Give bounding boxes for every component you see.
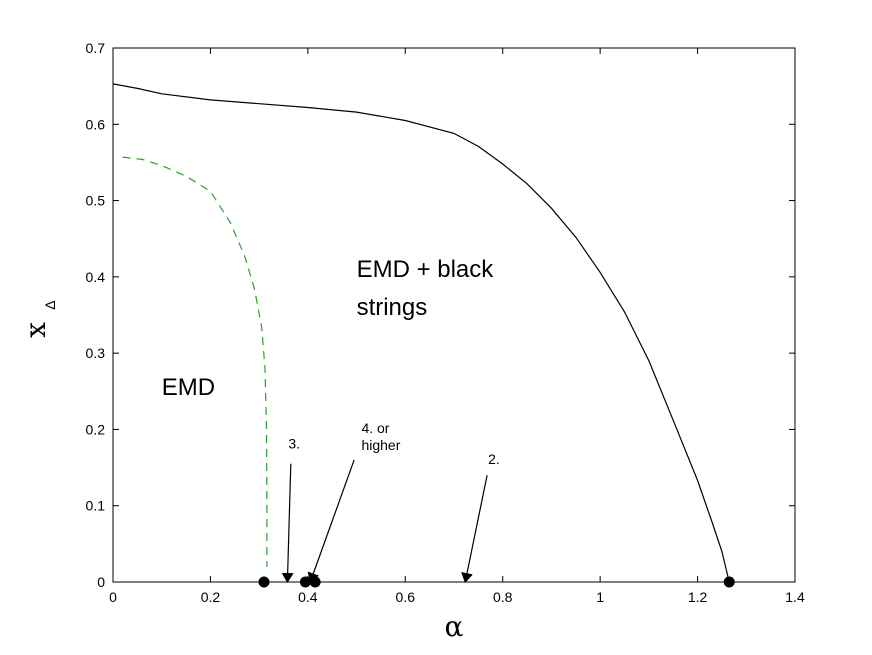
annotation-text: 3. xyxy=(288,436,300,452)
y-tick-label: 0.4 xyxy=(86,269,106,285)
series-group xyxy=(112,83,730,583)
x-axis-label: α xyxy=(445,610,464,643)
y-tick-label: 0.2 xyxy=(86,421,106,437)
data-point xyxy=(309,576,321,588)
x-tick-label: 1 xyxy=(596,589,604,605)
axis-ticks: 0 0.2 0.4 0.6 0.8 1 1.2 1.4 0 0.1 0.2 0.3 0.4 0.5 0.6 0… xyxy=(86,40,805,605)
y-tick-label: 0.5 xyxy=(86,193,106,209)
x-tick-label: 0.4 xyxy=(298,589,318,605)
data-point xyxy=(299,576,311,588)
y-tick-label: 0.6 xyxy=(86,116,106,132)
points-group xyxy=(258,576,735,588)
y-tick-label: 0.1 xyxy=(86,498,106,514)
arrows-group xyxy=(281,459,488,583)
annotation-text: higher xyxy=(361,437,400,453)
annotation-text: 2. xyxy=(488,451,500,467)
annotation-text: EMD xyxy=(162,374,215,401)
plot-frame xyxy=(112,47,796,583)
y-axis-label: x Δ xyxy=(19,300,58,338)
x-tick-label: 0.6 xyxy=(396,589,416,605)
y-axis-label-sub: Δ xyxy=(42,300,58,309)
annotation-arrow xyxy=(461,475,488,583)
x-tick-label: 1.2 xyxy=(688,589,708,605)
y-tick-label: 0.7 xyxy=(86,40,106,56)
x-tick-label: 1.4 xyxy=(785,589,805,605)
x-tick-label: 0.8 xyxy=(493,589,513,605)
annotation-text: strings xyxy=(357,294,428,321)
data-point xyxy=(258,576,270,588)
y-axis-label-main: x xyxy=(19,322,52,338)
annotation-text: EMD + black xyxy=(357,256,495,283)
x-tick-label: 0 xyxy=(109,589,117,605)
annotation-arrow xyxy=(281,463,294,583)
y-tick-label: 0.3 xyxy=(86,345,106,361)
dashed-boundary-line xyxy=(122,156,268,567)
x-tick-label: 0.2 xyxy=(201,589,221,605)
annotation-text: 4. or xyxy=(361,420,389,436)
y-tick-label: 0 xyxy=(97,574,105,590)
solid-boundary-line xyxy=(112,83,730,583)
data-point xyxy=(723,576,735,588)
annotation-arrow xyxy=(307,459,355,583)
